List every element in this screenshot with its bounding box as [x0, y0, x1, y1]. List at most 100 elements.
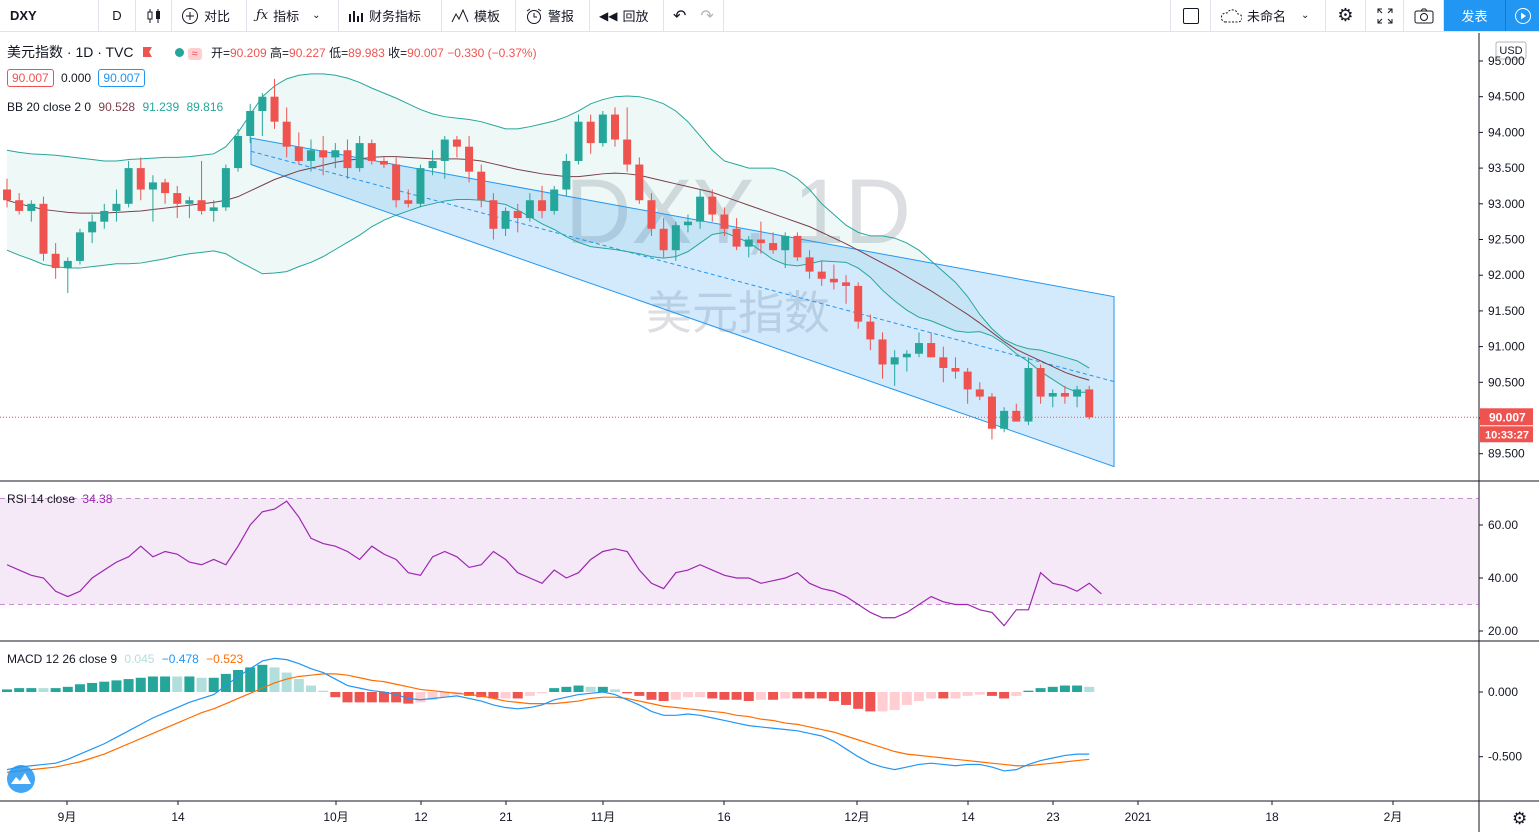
rsi-legend[interactable]: RSI 14 close 34.38: [7, 492, 112, 506]
bb-lower-value: 89.816: [186, 100, 224, 114]
candle-body: [951, 368, 960, 372]
candle-body: [100, 210, 109, 222]
chart-canvas[interactable]: DXY, 1D美元指数USD95.00094.50094.00093.50093…: [0, 33, 1539, 832]
macd-hist-bar: [74, 684, 85, 692]
close-value: 90.007: [407, 46, 444, 60]
bb-band-fill: [7, 73, 1090, 393]
macd-hist-bar: [160, 676, 171, 692]
candle-body: [331, 150, 340, 158]
candle-body: [574, 121, 583, 161]
candle-body: [489, 200, 498, 229]
interval-button[interactable]: D: [99, 0, 136, 31]
financials-label: 财务指标: [369, 9, 422, 24]
indicators-button[interactable]: ƒx 指标 ⌄: [247, 0, 339, 31]
candle-body: [854, 285, 863, 322]
candle-body: [88, 221, 97, 233]
top-toolbar: DXY D 对比 ƒx 指标 ⌄ 财务指标 模板 警报 ◀◀ 回放 ↶ ↷ 未命…: [0, 0, 1539, 32]
symbol-search[interactable]: DXY: [0, 0, 99, 31]
chart-area[interactable]: DXY, 1D 美元指数 USD 95.000 94.500 94.000 93.500 93…: [0, 33, 1539, 832]
price-tick-label: 93.500: [1488, 161, 1525, 175]
candle-body: [550, 189, 559, 211]
chevron-down-icon: ⌄: [312, 10, 321, 21]
macd-hist-bar: [841, 692, 852, 705]
cloud-icon: [1220, 8, 1242, 22]
candle-body: [720, 214, 729, 229]
candle-body: [1073, 389, 1082, 397]
macd-hist-bar: [488, 692, 499, 699]
macd-legend[interactable]: MACD 12 26 close 9 0.045 −0.478 −0.523: [7, 652, 243, 666]
macd-hist-bar: [524, 692, 535, 696]
templates-button[interactable]: 模板: [442, 0, 516, 31]
bb-legend[interactable]: BB 20 close 2 0 90.528 91.239 89.816: [7, 100, 223, 114]
candle-body: [221, 168, 230, 208]
candle-body: [1024, 368, 1033, 422]
candle-body: [939, 357, 948, 369]
alert-button[interactable]: 警报: [516, 0, 590, 31]
macd-hist-bar: [233, 670, 244, 692]
macd-line: [6, 657, 1090, 772]
candle-body: [586, 121, 595, 144]
financials-button[interactable]: 财务指标: [339, 0, 442, 31]
candle-body: [51, 253, 60, 269]
candle-body: [63, 260, 72, 269]
ask-box[interactable]: 90.007: [98, 69, 146, 87]
price-tick-label: 92.500: [1488, 233, 1525, 247]
bid-box[interactable]: 90.007: [7, 69, 54, 87]
candle-body: [501, 210, 510, 229]
tradingview-logo-icon: [7, 765, 35, 793]
macd-hist-bar: [743, 692, 754, 702]
macd-hist-bar: [184, 676, 195, 692]
layout-name-label: 未命名: [1247, 9, 1287, 24]
time-tick-label: 12月: [844, 810, 869, 824]
undo-icon[interactable]: ↶: [673, 7, 687, 25]
compare-button[interactable]: 对比: [172, 0, 247, 31]
macd-hist-bar: [549, 688, 560, 692]
macd-hist-bar: [695, 692, 706, 698]
publish-button[interactable]: 发表: [1444, 0, 1506, 31]
play-button[interactable]: [1506, 0, 1539, 31]
time-tick-label: 16: [717, 810, 731, 824]
rewind-icon: ◀◀: [599, 8, 618, 23]
settings-button[interactable]: ⚙: [1326, 0, 1366, 31]
candle-body: [927, 343, 936, 358]
rsi-tick-label: 40.00: [1488, 571, 1518, 585]
replay-button[interactable]: ◀◀ 回放: [590, 0, 664, 31]
macd-hist-bar: [2, 689, 12, 692]
bb-basis-value: 90.528: [98, 100, 136, 114]
macd-hist-bar: [330, 692, 341, 698]
chart-type-button[interactable]: [136, 0, 172, 31]
price-tick-label: 94.500: [1488, 90, 1525, 104]
candle-body: [343, 150, 352, 169]
candle-body: [915, 343, 923, 354]
countdown-label: 10:33:27: [1485, 429, 1529, 441]
macd-hist-bar: [670, 692, 681, 700]
rsi-label: RSI 14 close: [7, 492, 76, 506]
layout-name-button[interactable]: 未命名 ⌄: [1211, 0, 1326, 31]
macd-hist-bar: [87, 682, 98, 692]
candle-body: [793, 235, 802, 258]
macd-hist-bar: [14, 688, 25, 692]
candle-body: [477, 171, 486, 201]
publish-label: 发表: [1461, 9, 1488, 24]
candle-body: [173, 193, 182, 204]
countdown-badge: [1480, 426, 1533, 443]
symbol-title: 美元指数 · 1D · TVC: [7, 44, 134, 60]
candle-body: [355, 143, 364, 169]
macd-hist-bar: [682, 692, 693, 698]
macd-hist-bar: [731, 692, 742, 700]
toolbar-spacer: [724, 0, 1171, 31]
candle-body: [246, 110, 255, 136]
fullscreen-button[interactable]: [1366, 0, 1404, 31]
close-label: 收=: [388, 46, 408, 60]
play-circle-icon: [1514, 7, 1531, 24]
templates-label: 模板: [474, 9, 501, 24]
macd-hist-bar: [792, 692, 803, 699]
settings-gear-icon[interactable]: ⚙: [1512, 809, 1527, 828]
redo-icon[interactable]: ↷: [700, 7, 714, 25]
candle-body: [769, 243, 778, 251]
candle-body: [124, 168, 133, 204]
candle-body: [27, 203, 36, 211]
macd-hist-bar: [111, 680, 122, 692]
snapshot-button[interactable]: [1404, 0, 1444, 31]
fullscreen-layout-button[interactable]: [1171, 0, 1211, 31]
